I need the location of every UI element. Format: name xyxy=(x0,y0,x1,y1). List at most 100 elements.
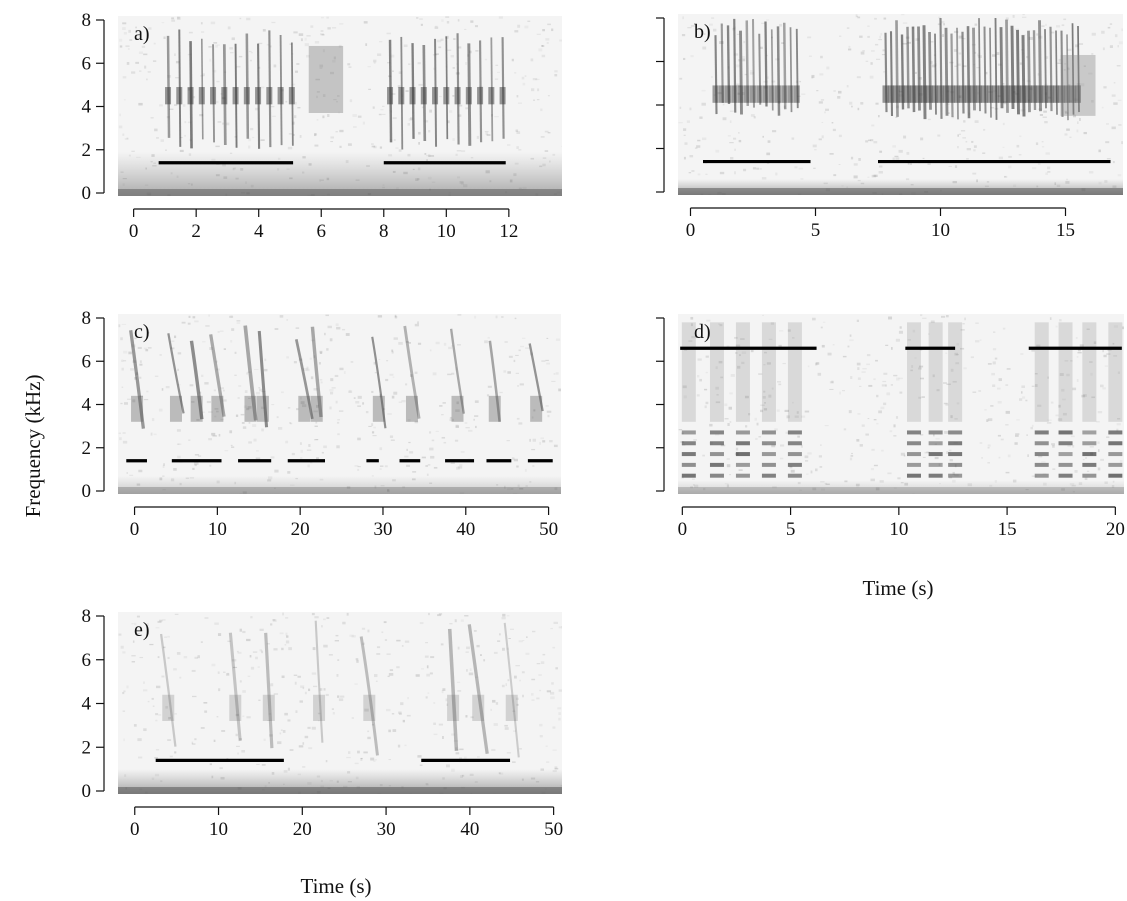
syllable-stroke xyxy=(758,33,762,105)
x-tick-label: 50 xyxy=(539,519,558,540)
y-tick-label: 2 xyxy=(82,737,92,758)
syllable-stroke xyxy=(178,29,182,147)
frequency-sweep xyxy=(294,339,314,420)
syllable-stroke xyxy=(279,34,283,146)
syllable-stroke xyxy=(1021,35,1026,117)
syllable-stroke xyxy=(479,40,483,143)
x-tick-label: 0 xyxy=(130,819,140,840)
energy-block xyxy=(1060,54,1096,116)
syllable-stroke xyxy=(745,20,749,106)
y-tick-label: 0 xyxy=(82,183,92,204)
syllable-stroke xyxy=(1016,29,1020,115)
syllable-stroke xyxy=(889,31,894,116)
note-column xyxy=(1108,322,1123,422)
syllable-stroke xyxy=(1055,30,1058,115)
x-tick-label: 10 xyxy=(437,221,456,242)
syllable-stroke xyxy=(726,25,731,104)
syllable-stroke xyxy=(764,21,768,107)
frequency-sweep xyxy=(528,343,544,412)
syllable-stroke xyxy=(966,26,971,119)
syllable-stroke xyxy=(900,34,905,110)
y-tick-label: 4 xyxy=(82,97,92,118)
note-column xyxy=(787,322,802,422)
low-frequency-noise xyxy=(678,480,1124,494)
syllable-stroke xyxy=(1010,25,1015,110)
frequency-sweep xyxy=(209,334,226,417)
syllable-stroke xyxy=(222,44,227,145)
y-tick-label: 8 xyxy=(82,606,92,627)
syllable-stroke xyxy=(989,27,992,118)
y-tick-label: 4 xyxy=(82,395,92,416)
x-tick-label: 15 xyxy=(1056,220,1075,241)
syllable-stroke xyxy=(456,33,460,145)
syllable-stroke xyxy=(895,20,899,117)
syllable-stroke xyxy=(501,37,505,139)
x-tick-label: 15 xyxy=(998,519,1017,540)
syllable-stroke xyxy=(400,36,404,150)
x-tick-label: 30 xyxy=(373,519,392,540)
frequency-sweep xyxy=(129,330,146,429)
syllable-stroke xyxy=(1044,29,1047,109)
x-tick-label: 50 xyxy=(544,819,563,840)
syllable-stroke xyxy=(928,31,932,110)
syllable-stroke xyxy=(911,26,916,113)
x-tick-label: 6 xyxy=(316,221,326,242)
panel-a: 0 2 4 6 8 0 2 4 6 8 10 12 a) xyxy=(82,10,562,242)
syllable-stroke xyxy=(245,33,250,139)
frequency-sweep xyxy=(264,632,274,749)
panel-b: 0 5 10 15 b) xyxy=(656,14,1123,241)
syllable-stroke xyxy=(972,27,976,111)
x-tick-label: 8 xyxy=(379,221,389,242)
syllable-stroke xyxy=(789,27,793,113)
panel-c: 0 2 4 6 8 0 10 20 30 40 50 c) xyxy=(82,308,561,540)
x-tick-label: 2 xyxy=(191,221,201,242)
panel-label: a) xyxy=(134,23,150,45)
x-axis-title-right: Time (s) xyxy=(863,576,934,600)
y-axis-title: Frequency (kHz) xyxy=(21,375,45,518)
syllable-stroke xyxy=(978,18,981,112)
syllable-stroke xyxy=(1038,20,1042,112)
frequency-sweep xyxy=(403,325,421,419)
x-tick-label: 30 xyxy=(377,819,396,840)
note-column xyxy=(928,322,943,422)
syllable-stroke xyxy=(782,22,787,110)
y-tick-label: 6 xyxy=(82,650,92,671)
syllable-stroke xyxy=(770,29,774,111)
x-tick-label: 0 xyxy=(129,221,139,242)
syllable-stroke xyxy=(917,26,921,111)
syllable-stroke xyxy=(422,45,427,142)
frequency-sweep xyxy=(159,633,177,747)
syllable-stroke xyxy=(950,33,954,118)
note-column xyxy=(1058,322,1073,422)
x-tick-label: 12 xyxy=(499,221,518,242)
syllable-stroke xyxy=(445,36,449,140)
x-tick-label: 0 xyxy=(130,519,140,540)
syllable-stroke xyxy=(956,27,959,120)
x-tick-label: 40 xyxy=(456,519,475,540)
y-tick-label: 0 xyxy=(82,481,92,502)
syllable-stroke xyxy=(411,43,415,139)
syllable-stroke xyxy=(906,26,910,109)
panel-e: 0 2 4 6 8 0 10 20 30 40 50 e) xyxy=(82,606,564,840)
syllable-stroke xyxy=(994,18,998,120)
y-tick-label: 8 xyxy=(82,308,92,329)
syllable-stroke xyxy=(1032,30,1037,111)
syllable-stroke xyxy=(720,23,724,103)
frequency-sweep xyxy=(447,628,459,751)
frequency-sweep xyxy=(257,330,269,428)
syllable-stroke xyxy=(166,35,171,138)
frequency-sweep xyxy=(243,325,258,421)
x-tick-label: 20 xyxy=(291,519,310,540)
x-tick-label: 0 xyxy=(678,519,688,540)
note-column xyxy=(1034,322,1049,422)
y-tick-label: 8 xyxy=(82,10,92,31)
x-tick-label: 10 xyxy=(889,519,908,540)
panel-label: e) xyxy=(134,619,150,641)
y-tick-label: 0 xyxy=(82,781,92,802)
syllable-stroke xyxy=(212,44,215,143)
panel-label: c) xyxy=(134,321,150,343)
panel-label: b) xyxy=(694,21,711,43)
syllable-stroke xyxy=(1005,19,1009,113)
low-frequency-noise xyxy=(118,475,561,494)
frequency-sweep xyxy=(449,328,466,414)
